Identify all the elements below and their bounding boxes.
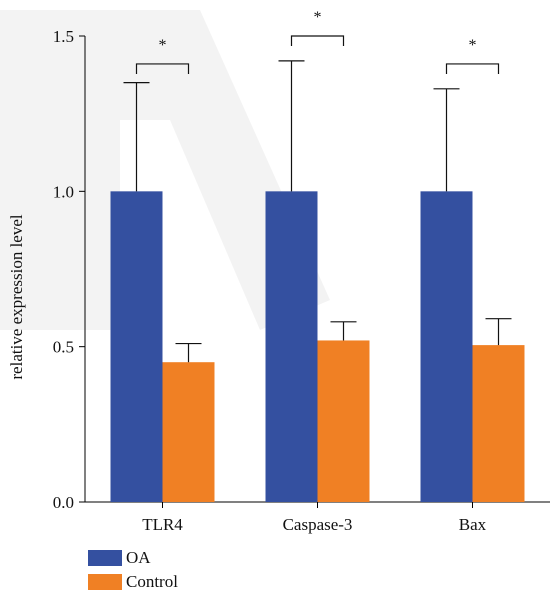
y-tick-label: 1.5 [53, 27, 74, 46]
bar-control [162, 362, 215, 502]
error-bars [123, 60, 512, 363]
x-tick-label: Bax [459, 515, 487, 534]
significance-star: * [469, 37, 477, 54]
y-axis: 0.0 0.5 1.0 1.5 [53, 27, 86, 512]
bars [110, 191, 525, 503]
significance-bracket [445, 63, 500, 74]
x-tick-label: TLR4 [142, 515, 183, 534]
significance-star: * [314, 9, 322, 26]
y-axis-label: relative expression level [7, 214, 26, 379]
y-tick-label: 0.0 [53, 493, 74, 512]
bar-oa [265, 191, 318, 503]
legend: OA Control [88, 546, 178, 594]
legend-label-oa: OA [126, 548, 151, 567]
significance-star: * [159, 37, 167, 54]
bar-control [472, 345, 525, 502]
legend-swatch-control [88, 574, 122, 590]
significance-bracket [135, 63, 190, 74]
legend-item-oa: OA [88, 546, 178, 570]
legend-item-control: Control [88, 570, 178, 594]
significance-bracket [290, 35, 345, 46]
bar-control [317, 340, 370, 502]
x-axis: TLR4 Caspase-3 Bax [85, 501, 550, 534]
x-tick-label: Caspase-3 [283, 515, 353, 534]
significance-brackets: * * * [135, 9, 500, 74]
legend-label-control: Control [126, 572, 178, 591]
legend-swatch-oa [88, 550, 122, 566]
y-tick-label: 1.0 [53, 182, 74, 201]
y-tick-label: 0.5 [53, 338, 74, 357]
bar-oa [420, 191, 473, 503]
bar-oa [110, 191, 163, 503]
